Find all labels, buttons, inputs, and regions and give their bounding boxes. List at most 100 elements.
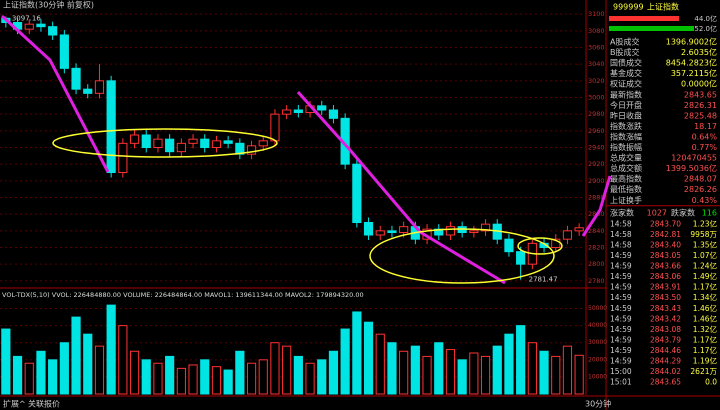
drawn-ellipse <box>52 128 278 158</box>
stat-label: 最高指数 <box>610 174 642 184</box>
tick-time: 14:59 <box>610 325 632 334</box>
drawn-ellipse <box>517 237 563 255</box>
volume-bar <box>492 345 502 395</box>
candle-body <box>48 26 58 36</box>
candle-body <box>480 223 491 232</box>
volume-bar <box>317 359 327 395</box>
stat-label: A股成交 <box>610 37 639 47</box>
stat-value: 0.77% <box>692 143 718 152</box>
y-tick-label: 3040 <box>588 60 605 68</box>
candle-body <box>562 230 573 240</box>
volume-bar <box>94 345 105 395</box>
y-tick-label: 2780 <box>588 277 605 285</box>
candle-body <box>83 88 93 94</box>
candle-body <box>71 67 81 90</box>
volume-bar <box>562 345 573 395</box>
candle-body <box>165 138 175 153</box>
volume-bar <box>176 367 186 395</box>
volume-bar <box>445 349 456 395</box>
y-tick-label: 2840 <box>588 227 605 235</box>
volume-bar <box>129 350 140 395</box>
volume-bar <box>375 333 385 395</box>
period-tab[interactable]: 30分钟 <box>585 399 611 409</box>
tick-price: 2843.91 <box>650 283 681 292</box>
tick-time: 14:59 <box>610 357 632 366</box>
tick-price: 2844.02 <box>650 367 681 376</box>
candle-body <box>387 230 397 233</box>
candle-body <box>153 138 163 149</box>
volume-bar <box>574 354 584 395</box>
candle-body <box>445 226 456 236</box>
volume-bar <box>480 355 491 395</box>
volume-bar <box>434 342 444 395</box>
stat-label: 今日开盘 <box>610 100 642 110</box>
stat-label: 昨日收盘 <box>610 110 642 120</box>
stat-value: 2826.31 <box>684 101 717 110</box>
tick-volume: 9958万 <box>690 230 717 239</box>
volume-bar <box>211 366 222 395</box>
y-tick-label: 2880 <box>588 194 605 202</box>
candle-body <box>246 145 257 155</box>
candle-body <box>176 142 186 153</box>
candle-body <box>129 134 140 144</box>
stat-value: 2.6035亿 <box>681 47 717 57</box>
tick-time: 14:59 <box>610 272 632 281</box>
drawn-line <box>296 90 506 285</box>
volume-bar <box>235 350 245 395</box>
candle-body <box>328 109 339 119</box>
y-tick-label: 2940 <box>588 144 605 152</box>
bar-label: 44.0亿 <box>694 14 717 23</box>
tick-volume: 1.17亿 <box>693 345 718 355</box>
volume-bar <box>527 342 537 395</box>
tick-price: 2843.65 <box>650 378 681 387</box>
y-tick-label: 3080 <box>588 27 605 35</box>
buy-bar <box>609 16 679 21</box>
y-tick-label: 2820 <box>588 244 605 252</box>
tick-volume: 1.17亿 <box>693 334 718 344</box>
footer-button[interactable]: 关联报价 <box>28 399 60 409</box>
candle-body <box>223 140 233 144</box>
breadth-label: 跌家数 <box>671 207 695 217</box>
tick-price: 2843.06 <box>650 272 681 281</box>
high-label: 3097.16 <box>12 15 41 23</box>
stat-value: 357.2115亿 <box>671 68 717 78</box>
candle-body <box>106 80 116 173</box>
volume-bar <box>516 325 526 395</box>
tick-volume: 0.0 <box>705 378 717 387</box>
stat-label: 最低指数 <box>610 184 642 194</box>
tick-volume: 1.35亿 <box>693 239 718 249</box>
tick-volume: 2621万 <box>690 367 717 376</box>
volume-bar <box>363 321 374 395</box>
stat-value: 18.17 <box>694 122 717 131</box>
volume-bar <box>141 359 151 395</box>
tick-volume: 1.46亿 <box>693 303 718 313</box>
tick-price: 2843.05 <box>650 251 681 260</box>
stat-value: 0.0000亿 <box>681 79 717 89</box>
stat-label: 指数涨跌 <box>610 121 642 131</box>
tick-price: 2843.50 <box>650 293 681 302</box>
stat-label: 指数涨幅 <box>610 131 642 141</box>
low-label: 2781.47 <box>529 276 558 284</box>
volume-bar <box>246 362 257 395</box>
candle-body <box>36 23 46 28</box>
y-tick-label: 3060 <box>588 44 605 52</box>
y-tick-label: 20000 <box>588 356 607 363</box>
volume-bar <box>539 350 549 395</box>
y-tick-label: 10000 <box>588 373 607 380</box>
candle-body <box>504 238 514 253</box>
tick-time: 14:59 <box>610 283 632 292</box>
volume-bar <box>340 328 350 395</box>
breadth-value: 116 <box>702 208 717 217</box>
stock-name: 上证指数 <box>647 2 679 12</box>
stat-value: 1396.9002亿 <box>666 37 717 47</box>
stat-value: 2843.65 <box>684 90 717 99</box>
tick-time: 14:58 <box>610 230 632 239</box>
tick-price: 2842.81 <box>650 230 681 239</box>
y-tick-label: 30000 <box>588 339 607 346</box>
stat-value: 1399.5036亿 <box>666 163 717 173</box>
footer-button[interactable]: 扩展^ <box>3 399 26 409</box>
volume-bar <box>71 316 81 395</box>
volume-bar <box>270 342 280 395</box>
